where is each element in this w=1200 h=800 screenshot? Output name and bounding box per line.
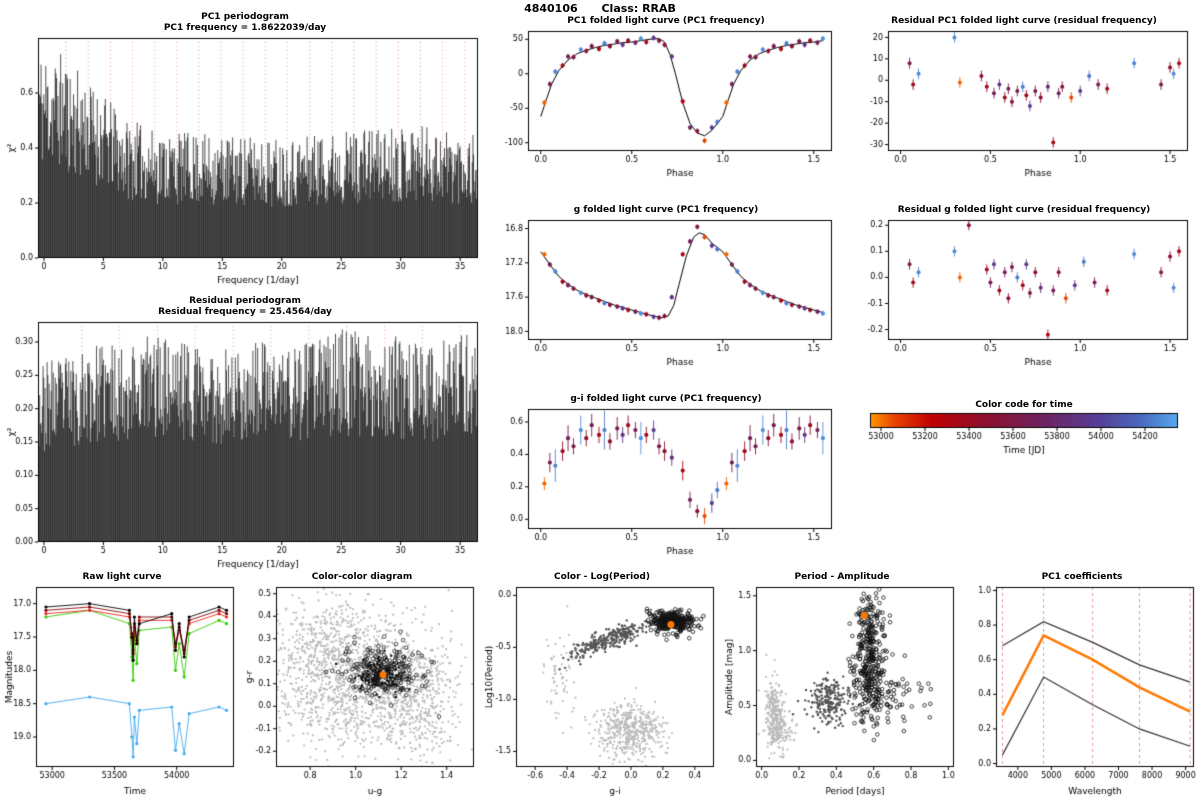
chart-title: PC1 coefficients [1041,572,1123,582]
chart-title: Color-color diagram [311,572,413,582]
residual-periodogram-plot [6,318,484,570]
chart-title: Residual periodogram [189,296,301,306]
chart-title: Color - Log(Period) [554,572,650,582]
color-logperiod-plot [484,583,720,797]
panel-residual-periodogram: Residual periodogram Residual frequency … [6,296,484,570]
panel-pc1-coefficients: PC1 coefficients [964,572,1200,797]
residual-g-plot [852,216,1196,368]
period-amplitude-plot [724,583,960,797]
chart-title: g-i folded light curve (PC1 frequency) [570,394,762,404]
class-label: Class: RRAB [601,2,676,15]
chart-title: g folded light curve (PC1 frequency) [573,205,759,215]
panel-pc1-folded: PC1 folded light curve (PC1 frequency) [492,16,840,179]
object-id: 4840106 [524,2,578,15]
gi-folded-plot [492,405,840,557]
chart-title: Residual g folded light curve (residual … [897,205,1151,215]
panel-color-color: Color-color diagram [244,572,480,797]
g-folded-plot [492,216,840,368]
pc1-folded-plot [492,27,840,179]
panel-raw-light-curve: Raw light curve [4,572,240,797]
color-color-plot [244,583,480,797]
panel-period-amplitude: Period - Amplitude [724,572,960,797]
panel-time-colorbar: Color code for time [852,400,1196,465]
chart-subtitle: PC1 frequency = 1.8622039/day [163,23,327,33]
panel-g-folded: g folded light curve (PC1 frequency) [492,205,840,368]
chart-title: Raw light curve [82,572,162,582]
figure-header: 4840106 Class: RRAB [410,2,790,15]
panel-pc1-periodogram: PC1 periodogram PC1 frequency = 1.862203… [6,12,484,286]
time-colorbar [852,411,1196,465]
panel-color-logperiod: Color - Log(Period) [484,572,720,797]
chart-title: Color code for time [975,400,1073,410]
chart-title: PC1 folded light curve (PC1 frequency) [567,16,765,26]
panel-residual-pc1: Residual PC1 folded light curve (residua… [852,16,1196,179]
chart-title: Period - Amplitude [794,572,890,582]
raw-light-curve-plot [4,583,240,797]
chart-title: Residual PC1 folded light curve (residua… [891,16,1157,26]
chart-title: PC1 periodogram [201,12,289,22]
residual-pc1-plot [852,27,1196,179]
pc1-coefficients-plot [964,583,1200,797]
panel-residual-g: Residual g folded light curve (residual … [852,205,1196,368]
pc1-periodogram-plot [6,34,484,286]
chart-subtitle: Residual frequency = 25.4564/day [158,307,332,317]
panel-gi-folded: g-i folded light curve (PC1 frequency) [492,394,840,557]
